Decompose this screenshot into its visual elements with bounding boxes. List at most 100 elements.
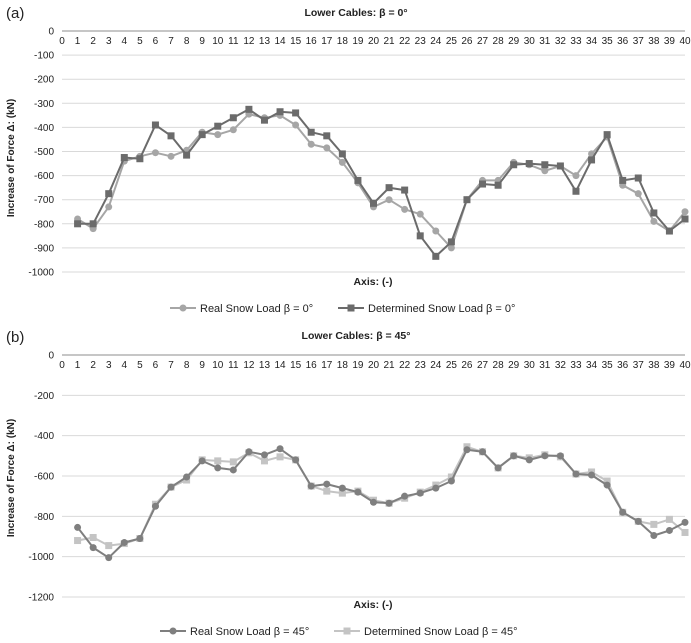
x-tick-label: 34 [586, 360, 598, 371]
data-point [634, 190, 642, 198]
data-point [167, 152, 175, 160]
data-point [338, 150, 346, 158]
x-tick-label: 32 [555, 36, 567, 47]
x-tick-label: 31 [539, 360, 551, 371]
panel-a-y-tick-labels: 0 -100 -200 -300 -400 -500 -600 -700 -800 -900 -10… [28, 27, 54, 279]
data-point [385, 499, 393, 507]
y-tick-label: -800 [34, 219, 54, 230]
x-tick-label: 27 [477, 360, 489, 371]
x-tick-label: 14 [274, 36, 286, 47]
x-tick-label: 37 [633, 36, 645, 47]
x-tick-label: 8 [184, 360, 190, 371]
x-tick-label: 0 [59, 360, 65, 371]
x-tick-label: 15 [290, 36, 302, 47]
data-point [619, 176, 627, 184]
series-determined [74, 105, 689, 260]
x-tick-label: 2 [90, 36, 96, 47]
y-tick-label: -200 [34, 391, 54, 402]
x-tick-label: 36 [617, 360, 629, 371]
x-tick-label: 12 [243, 36, 255, 47]
data-point [541, 452, 549, 460]
data-point [151, 149, 159, 157]
data-point [74, 537, 82, 545]
panel-b: (b) Lower Cables: β = 45° 0 -200 -400 -600 -… [6, 329, 691, 638]
x-tick-label: 27 [477, 36, 489, 47]
x-tick-label: 1 [75, 360, 81, 371]
data-point [401, 492, 409, 500]
data-point [416, 210, 424, 218]
y-tick-label: -1000 [28, 552, 54, 563]
panel-a-legend-marker-real [179, 304, 187, 312]
data-point [338, 489, 346, 497]
panel-a-x-tick-labels: 0 1 2 3 4 5 6 7 8 9 10 11 12 13 14 15 16 17 18 19 20 21 22 23 24… [59, 36, 691, 47]
x-tick-label: 39 [664, 36, 676, 47]
data-point [634, 517, 642, 525]
data-point [432, 484, 440, 492]
data-point [541, 161, 549, 169]
data-point [354, 488, 362, 496]
data-point [323, 144, 331, 152]
data-point [447, 244, 455, 252]
y-tick-label: -1200 [28, 593, 54, 604]
data-point [74, 523, 82, 531]
data-point [307, 128, 315, 136]
panel-b-title: Lower Cables: β = 45° [302, 330, 411, 342]
data-point [432, 252, 440, 260]
panel-b-legend-label-determined: Determined Snow Load β = 45° [364, 626, 518, 638]
y-tick-label: -100 [34, 51, 54, 62]
data-point [74, 220, 82, 228]
x-tick-label: 34 [586, 36, 598, 47]
data-point [292, 121, 300, 129]
x-tick-label: 2 [90, 360, 96, 371]
panel-b-y-tick-labels: 0 -200 -400 -600 -800 -1000 -1200 [28, 351, 54, 604]
y-tick-label: -700 [34, 195, 54, 206]
x-tick-label: 38 [648, 36, 660, 47]
panel-b-series [74, 443, 689, 562]
data-point [323, 487, 331, 495]
data-point [354, 176, 362, 184]
data-point [214, 131, 222, 139]
x-tick-label: 9 [199, 36, 205, 47]
panel-b-legend-marker-real [169, 627, 177, 635]
data-point [245, 105, 253, 113]
data-point [479, 180, 487, 188]
x-tick-label: 29 [508, 360, 520, 371]
panel-a-y-axis-label: Increase of Force Δ: (kN) [6, 99, 17, 217]
data-point [479, 448, 487, 456]
data-point [416, 489, 424, 497]
panel-b-legend-label-real: Real Snow Load β = 45° [190, 626, 309, 638]
data-point [183, 473, 191, 481]
data-point [229, 466, 237, 474]
y-tick-label: -600 [34, 171, 54, 182]
x-tick-label: 20 [368, 360, 380, 371]
x-tick-label: 0 [59, 36, 65, 47]
data-point [681, 208, 689, 216]
data-point [105, 203, 113, 211]
panel-a-series [74, 105, 689, 260]
data-point [276, 453, 284, 461]
data-point [214, 457, 222, 465]
x-tick-label: 9 [199, 360, 205, 371]
x-tick-label: 32 [555, 360, 567, 371]
panel-a-x-axis-label: Axis: (-) [353, 276, 392, 288]
x-tick-label: 19 [352, 360, 364, 371]
x-tick-label: 33 [570, 360, 582, 371]
x-tick-label: 33 [570, 36, 582, 47]
x-tick-label: 18 [337, 360, 349, 371]
x-tick-label: 35 [602, 36, 614, 47]
x-tick-label: 38 [648, 360, 660, 371]
panel-a-legend-item-real: Real Snow Load β = 0° [170, 303, 313, 315]
x-tick-label: 22 [399, 360, 411, 371]
data-point [665, 515, 673, 523]
data-point [136, 155, 144, 163]
data-point [292, 456, 300, 464]
x-tick-label: 18 [337, 36, 349, 47]
panel-b-y-axis-label: Increase of Force Δ: (kN) [6, 419, 17, 537]
series-line [76, 447, 686, 559]
data-point [650, 217, 658, 225]
panel-b-x-axis-label: Axis: (-) [353, 599, 392, 611]
data-point [292, 109, 300, 117]
panel-a-legend-label-determined: Determined Snow Load β = 0° [368, 303, 515, 315]
data-point [307, 140, 315, 148]
data-point [89, 544, 97, 552]
